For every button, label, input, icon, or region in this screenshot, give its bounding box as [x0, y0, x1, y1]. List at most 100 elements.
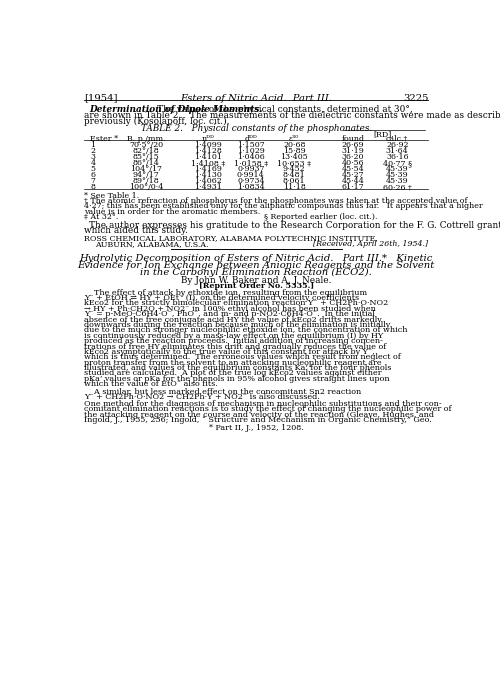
- Text: 1·1029: 1·1029: [237, 148, 264, 155]
- Text: value is in order for the aromatic members.: value is in order for the aromatic membe…: [84, 208, 260, 216]
- Text: found: found: [342, 135, 364, 143]
- Text: 40·77 §: 40·77 §: [382, 159, 412, 167]
- Text: downwards during the reaction because much of the elimination is initially: downwards during the reaction because mu…: [84, 321, 390, 329]
- Text: calc.†: calc.†: [386, 135, 408, 143]
- Text: 45·39: 45·39: [386, 171, 408, 180]
- Text: 1·4062: 1·4062: [194, 177, 222, 185]
- Text: 15·89: 15·89: [283, 148, 306, 155]
- Text: which aided this study.: which aided this study.: [84, 226, 188, 235]
- Text: ROSS CHEMICAL LABORATORY, ALABAMA POLYTECHNIC INSTITUTE,: ROSS CHEMICAL LABORATORY, ALABAMA POLYTE…: [84, 235, 378, 242]
- Text: [Received, April 26th, 1954.]: [Received, April 26th, 1954.]: [313, 239, 428, 248]
- Text: kEco2 for the strictly bimolecular elimination reaction Y⁻ + CH2Ph·O·NO2: kEco2 for the strictly bimolecular elimi…: [84, 299, 388, 308]
- Text: 2: 2: [90, 148, 96, 155]
- Text: Hydrolytic Decomposition of Esters of Nitric Acid.   Part III.*   Kinetic: Hydrolytic Decomposition of Esters of Ni…: [80, 254, 433, 263]
- Text: 104°/17: 104°/17: [130, 165, 162, 173]
- Text: 0·9914: 0·9914: [237, 171, 264, 180]
- Text: 26·69: 26·69: [342, 141, 364, 149]
- Text: 61·17: 61·17: [342, 183, 364, 191]
- Text: 1·1507: 1·1507: [237, 141, 264, 149]
- Text: produced as the reaction proceeds.  Initial addition of increasing concen-: produced as the reaction proceeds. Initi…: [84, 337, 383, 345]
- Text: in the Carbonyl Elimination Reaction (ECO2).: in the Carbonyl Elimination Reaction (EC…: [140, 268, 372, 277]
- Text: which the value of EtO⁻ also fits.: which the value of EtO⁻ also fits.: [84, 380, 218, 388]
- Text: the attacking reagent on the course and velocity of the reaction (Gleave, Hughes: the attacking reagent on the course and …: [84, 411, 434, 419]
- Text: 9·452: 9·452: [283, 165, 306, 173]
- Text: previously (Kosolapoff, loc. cit.).: previously (Kosolapoff, loc. cit.).: [84, 117, 230, 126]
- Text: 40·56: 40·56: [342, 159, 364, 167]
- Text: Ingold, J., 1935, 236; Ingold, “ Structure and Mechanism in Organic Chemistry,” : Ingold, J., 1935, 236; Ingold, “ Structu…: [84, 416, 432, 424]
- Text: 36·16: 36·16: [386, 153, 408, 161]
- Text: trations of free HY eliminates this drift and gradually reduces the value of: trations of free HY eliminates this drif…: [84, 342, 386, 351]
- Text: 4: 4: [90, 159, 96, 167]
- Text: 11·18: 11·18: [283, 183, 306, 191]
- Text: due to the much stronger nucleophilic ethoxide ion, the concentration of which: due to the much stronger nucleophilic et…: [84, 326, 407, 334]
- Text: [1954]: [1954]: [84, 93, 117, 102]
- Text: 60·26 †: 60·26 †: [383, 183, 412, 191]
- Text: 1·4101: 1·4101: [194, 153, 222, 161]
- Text: ε³⁰: ε³⁰: [289, 135, 300, 143]
- Text: illustrated, and values of the equilibrium constants Ka’ for the four phenols: illustrated, and values of the equilibri…: [84, 364, 392, 372]
- Text: 0·9734: 0·9734: [237, 177, 264, 185]
- Text: comitant elimination reactions is to study the effect of changing the nucleophil: comitant elimination reactions is to stu…: [84, 405, 452, 413]
- Text: Y⁻ + EtOH ⇌ HY + OEt⁻ (I), on the determined velocity coefficients: Y⁻ + EtOH ⇌ HY + OEt⁻ (I), on the determ…: [84, 294, 359, 302]
- Text: 82°/18: 82°/18: [133, 148, 160, 155]
- Text: * Part II, J., 1952, 1208.: * Part II, J., 1952, 1208.: [209, 424, 304, 432]
- Text: 8·481: 8·481: [283, 171, 306, 180]
- Text: 1·4169: 1·4169: [194, 165, 222, 173]
- Text: 8·061: 8·061: [283, 177, 306, 185]
- Text: § Reported earlier (loc. cit.).: § Reported earlier (loc. cit.).: [264, 213, 378, 221]
- Text: One method for the diagnosis of mechanism in nucleophilic substitutions and thei: One method for the diagnosis of mechanis…: [84, 400, 442, 408]
- Text: 0·9937: 0·9937: [237, 165, 264, 173]
- Text: * See Table 1.: * See Table 1.: [84, 191, 140, 200]
- Text: 85°/15: 85°/15: [133, 153, 160, 161]
- Text: AUBURN, ALABAMA, U.S.A.: AUBURN, ALABAMA, U.S.A.: [95, 239, 208, 248]
- Text: The author expresses his gratitude to the Research Corporation for the F. G. Cot: The author expresses his gratitude to th…: [89, 221, 500, 230]
- Text: Esters of Nitric Acid.  Part III.: Esters of Nitric Acid. Part III.: [180, 93, 332, 102]
- Text: is continuously reduced by a mass-law effect on the equilibrium (I) by HY: is continuously reduced by a mass-law ef…: [84, 332, 384, 340]
- Text: B. p./mm.: B. p./mm.: [127, 135, 166, 143]
- Text: 36·20: 36·20: [342, 153, 364, 161]
- Text: A similar, but less marked effect on the concomitant Sn2 reaction: A similar, but less marked effect on the…: [84, 387, 361, 395]
- Text: 100°/0·4: 100°/0·4: [129, 183, 164, 191]
- Text: 45·39: 45·39: [386, 177, 408, 185]
- Text: 6: 6: [90, 171, 96, 180]
- Text: The values of the physical constants, determined at 30°,: The values of the physical constants, de…: [157, 105, 413, 114]
- Text: 3: 3: [90, 153, 96, 161]
- Text: kEco2 asymptotically to the true value of this constant for attack by Y⁻,: kEco2 asymptotically to the true value o…: [84, 348, 375, 356]
- Text: 3225: 3225: [403, 93, 428, 102]
- Text: By John W. Baker and A. J. Neale.: By John W. Baker and A. J. Neale.: [181, 276, 332, 285]
- Text: TABLE 2.   Physical constants of the phosphonates.: TABLE 2. Physical constants of the phosp…: [140, 124, 372, 133]
- Text: 4·27; this has been established only for the aliphatic compounds thus far.   It : 4·27; this has been established only for…: [84, 203, 483, 210]
- Text: 1·4931: 1·4931: [194, 183, 222, 191]
- Text: Evidence for Ion Exchange between Anionic Reagents and the Solvent: Evidence for Ion Exchange between Anioni…: [78, 261, 435, 270]
- Text: 1·4128: 1·4128: [194, 148, 222, 155]
- Text: → HY + Ph·CH2O + NO2⁻ in 100% ethyl alcohol has been studied when: → HY + Ph·CH2O + NO2⁻ in 100% ethyl alco…: [84, 305, 376, 313]
- Text: 94°/17: 94°/17: [133, 171, 160, 180]
- Text: 1·4130: 1·4130: [194, 171, 222, 180]
- Text: 1·4108 ‡: 1·4108 ‡: [191, 159, 226, 167]
- Text: studied are calculated.  A plot of the true log kEco2 values against either: studied are calculated. A plot of the tr…: [84, 370, 382, 377]
- Text: 7: 7: [90, 177, 96, 185]
- Text: 70·5°/20: 70·5°/20: [129, 141, 164, 149]
- Text: 10·653 ‡: 10·653 ‡: [277, 159, 312, 167]
- Text: [Reprint Order No. 5335.]: [Reprint Order No. 5335.]: [198, 282, 314, 290]
- Text: 1·0158 ‡: 1·0158 ‡: [234, 159, 268, 167]
- Text: 26·92: 26·92: [386, 141, 408, 149]
- Text: 45·54: 45·54: [342, 165, 364, 173]
- Text: proton transfer from the solvent to an attacking nucleophilic reagent are: proton transfer from the solvent to an a…: [84, 358, 382, 367]
- Text: pKa’ values or pKa for the phenols in 95% alcohol gives straight lines upon: pKa’ values or pKa for the phenols in 95…: [84, 375, 390, 383]
- Text: 20·68: 20·68: [283, 141, 306, 149]
- Text: 1: 1: [90, 141, 96, 149]
- Text: absence of the free conjugate acid HY the value of kEco2 drifts markedly: absence of the free conjugate acid HY th…: [84, 315, 382, 324]
- Text: 45·27: 45·27: [342, 171, 364, 180]
- Text: 86°/14: 86°/14: [133, 159, 160, 167]
- Text: Ester *: Ester *: [90, 135, 118, 143]
- Text: Y⁻ + CH2Ph·O·NO2 → CH2Ph·Y + NO2⁻ is also discussed.: Y⁻ + CH2Ph·O·NO2 → CH2Ph·Y + NO2⁻ is als…: [84, 393, 320, 401]
- Text: [RD].: [RD].: [374, 130, 394, 139]
- Text: ‡ At 32°.: ‡ At 32°.: [84, 213, 118, 221]
- Text: 1·0834: 1·0834: [237, 183, 264, 191]
- Text: Determination of Dipole Moments.: Determination of Dipole Moments.: [89, 105, 262, 114]
- Text: dᴰᴰ: dᴰᴰ: [244, 135, 257, 143]
- Text: Y⁻ = p-MeO·C6H4·O⁻, PhO⁻, and m- and p-NO2·C6H4·O⁻.  In the initial: Y⁻ = p-MeO·C6H4·O⁻, PhO⁻, and m- and p-N…: [84, 310, 375, 318]
- Text: 45·44: 45·44: [342, 177, 364, 185]
- Text: 5: 5: [90, 165, 96, 173]
